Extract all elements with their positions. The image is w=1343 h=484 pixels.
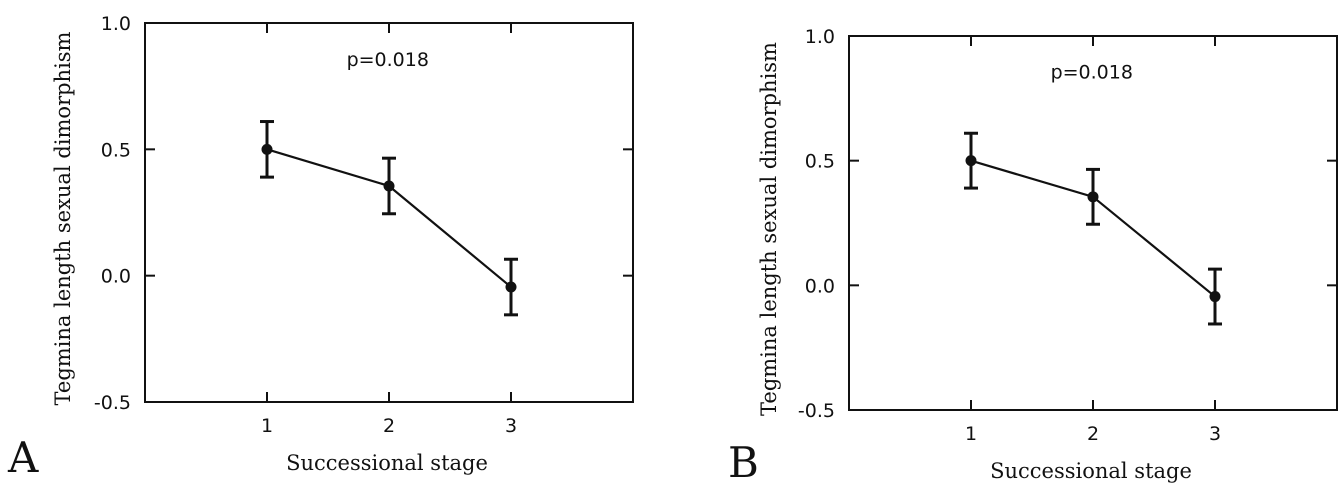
p-value-annotation: p=0.018 [1051,61,1133,83]
y-tick-label: 1.0 [101,13,131,35]
x-tick-label: 1 [261,415,273,437]
data-point [261,143,273,155]
x-tick-label: 1 [965,423,977,445]
data-point [383,180,395,192]
y-axis-title: Tegmina length sexual dimorphism [51,31,75,405]
y-tick-label: 0.5 [101,139,131,161]
y-tick-label: 0.0 [101,266,131,288]
panel-letter: B [728,438,759,484]
panel-a: 1.0 0.5 0.0 -0.5 1 2 3 p=0.018 Successional stag… [7,13,634,482]
data-point [1087,191,1099,203]
x-axis-title: Successional stage [990,459,1192,483]
y-tick-label: 0.0 [805,275,835,297]
x-tick-label: 2 [383,415,395,437]
y-tick-label: 1.0 [805,26,835,48]
data-point [1209,291,1221,303]
y-tick-label: -0.5 [798,400,835,422]
x-tick-label: 2 [1087,423,1099,445]
y-tick-label: 0.5 [805,151,835,173]
data-point [505,281,517,293]
x-axis-title: Successional stage [286,451,488,475]
data-point [965,155,977,167]
x-tick-label: 3 [1209,423,1221,445]
y-axis-title: Tegmina length sexual dimorphism [757,42,781,416]
x-tick-label: 3 [505,415,517,437]
panel-b: 1.0 0.5 0.0 -0.5 1 2 3 p=0.018 Successional stag… [728,26,1338,484]
panel-letter: A [7,433,39,482]
p-value-annotation: p=0.018 [347,49,429,71]
y-tick-label: -0.5 [94,392,131,414]
